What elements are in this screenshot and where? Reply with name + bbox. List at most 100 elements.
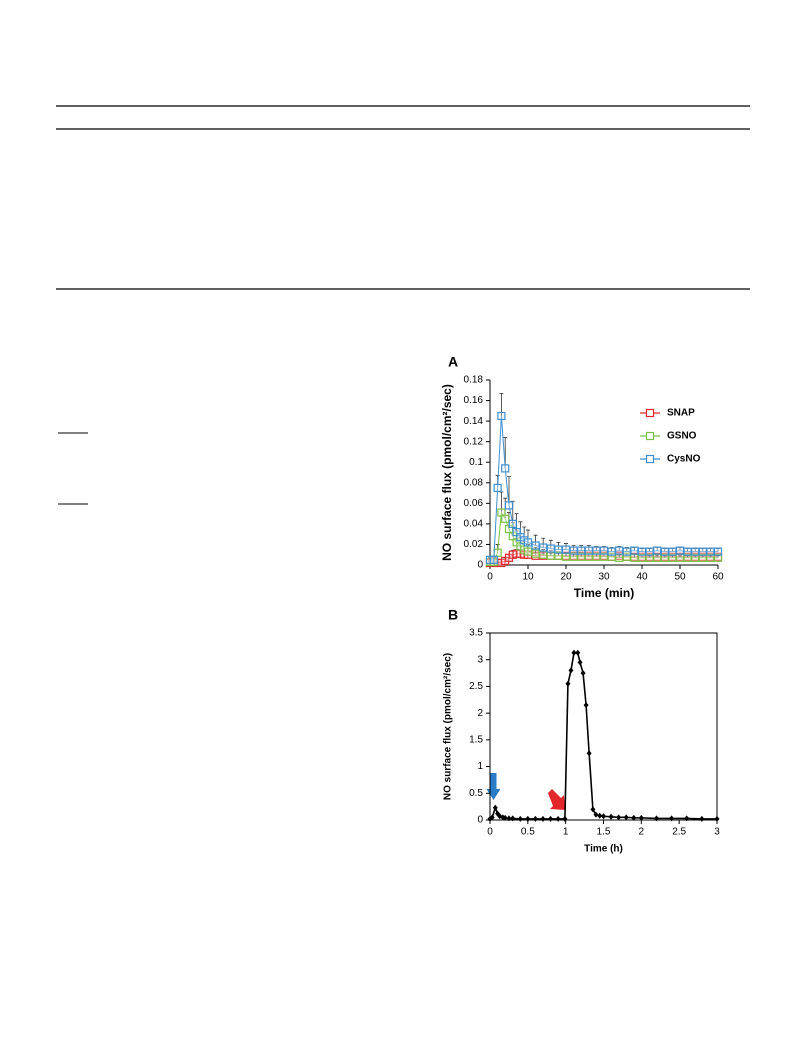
marker	[580, 670, 586, 677]
marker	[645, 553, 654, 562]
x-tick-label: 50	[674, 572, 686, 583]
marker	[493, 548, 502, 557]
marker	[508, 519, 517, 528]
marker	[517, 815, 523, 822]
marker	[568, 667, 574, 674]
marker	[608, 813, 614, 820]
error-bar	[548, 539, 553, 549]
marker	[683, 547, 692, 556]
marker	[597, 812, 603, 819]
marker	[504, 501, 514, 510]
y-tick-label: 0.04	[464, 519, 484, 530]
marker	[630, 546, 639, 555]
marker	[577, 546, 586, 555]
x-tick-label: 2	[639, 827, 645, 838]
marker	[714, 815, 720, 822]
marker	[575, 649, 581, 656]
marker	[630, 553, 639, 562]
marker	[523, 547, 533, 556]
error-bar	[533, 534, 538, 546]
y-tick-label: 1.5	[469, 734, 483, 745]
x-tick-label: 0	[487, 827, 493, 838]
marker	[548, 815, 554, 822]
marker	[660, 547, 669, 556]
marker	[562, 815, 568, 822]
y-tick-label: 0.18	[464, 375, 484, 386]
marker	[592, 546, 601, 555]
marker	[571, 649, 577, 656]
marker	[546, 551, 555, 560]
y-axis-label: NO surface flux (pmol/cm²/sec)	[440, 384, 454, 561]
marker	[590, 806, 596, 813]
y-tick-label: 0.12	[464, 436, 484, 447]
marker	[616, 814, 622, 821]
error-bar	[579, 545, 584, 551]
marker	[622, 547, 631, 556]
marker	[631, 814, 637, 821]
x-tick-label: 0.5	[521, 827, 535, 838]
y-axis-label: NO surface flux (pmol/cm²/sec)	[443, 653, 454, 800]
marker	[555, 815, 561, 822]
x-tick-label: 0	[487, 572, 493, 583]
marker	[660, 553, 669, 562]
x-tick-label: 3	[714, 827, 720, 838]
legend-marker	[645, 408, 655, 418]
marker	[706, 547, 715, 556]
y-tick-label: 0.1	[469, 457, 483, 468]
marker	[593, 811, 599, 818]
error-bar	[586, 545, 591, 551]
marker	[489, 814, 495, 821]
marker	[584, 552, 593, 561]
marker	[501, 514, 510, 523]
x-tick-label: 60	[712, 572, 724, 583]
marker	[699, 815, 705, 822]
marker	[489, 555, 498, 564]
marker	[653, 546, 662, 555]
x-tick-label: 10	[522, 572, 534, 583]
marker	[502, 814, 508, 821]
y-tick-label: 3	[477, 654, 483, 665]
y-tick-label: 3.5	[469, 628, 483, 639]
marker	[584, 546, 593, 555]
y-tick-label: 2.5	[469, 681, 483, 692]
marker	[510, 815, 516, 822]
marker	[523, 538, 533, 547]
marker	[577, 659, 583, 666]
marker	[683, 553, 692, 562]
x-axis-label: Time (min)	[574, 586, 634, 600]
y-tick-label: 0.08	[464, 477, 484, 488]
marker	[698, 553, 707, 562]
y-tick-label: 0	[477, 560, 483, 571]
marker	[531, 541, 540, 550]
marker	[540, 815, 546, 822]
marker	[669, 815, 675, 822]
marker	[637, 547, 647, 556]
error-bar	[571, 545, 576, 551]
marker	[607, 552, 616, 561]
marker	[622, 552, 631, 561]
marker	[569, 546, 578, 555]
marker	[691, 547, 700, 556]
marker	[607, 547, 616, 556]
error-bar	[541, 537, 546, 548]
y-tick-label: 2	[477, 708, 483, 719]
marker	[668, 547, 677, 556]
marker	[525, 815, 531, 822]
legend-label: CysNO	[667, 454, 701, 465]
panel-label: A	[448, 354, 458, 370]
y-tick-label: 0.16	[464, 395, 484, 406]
marker	[532, 815, 538, 822]
y-tick-label: 0.02	[464, 539, 484, 550]
marker	[565, 680, 571, 687]
marker	[599, 546, 609, 555]
marker	[501, 464, 510, 473]
marker	[623, 814, 629, 821]
marker	[586, 750, 592, 757]
plot-frame	[489, 632, 718, 821]
arrow-red	[548, 789, 565, 810]
marker	[653, 815, 659, 822]
marker	[615, 553, 624, 562]
